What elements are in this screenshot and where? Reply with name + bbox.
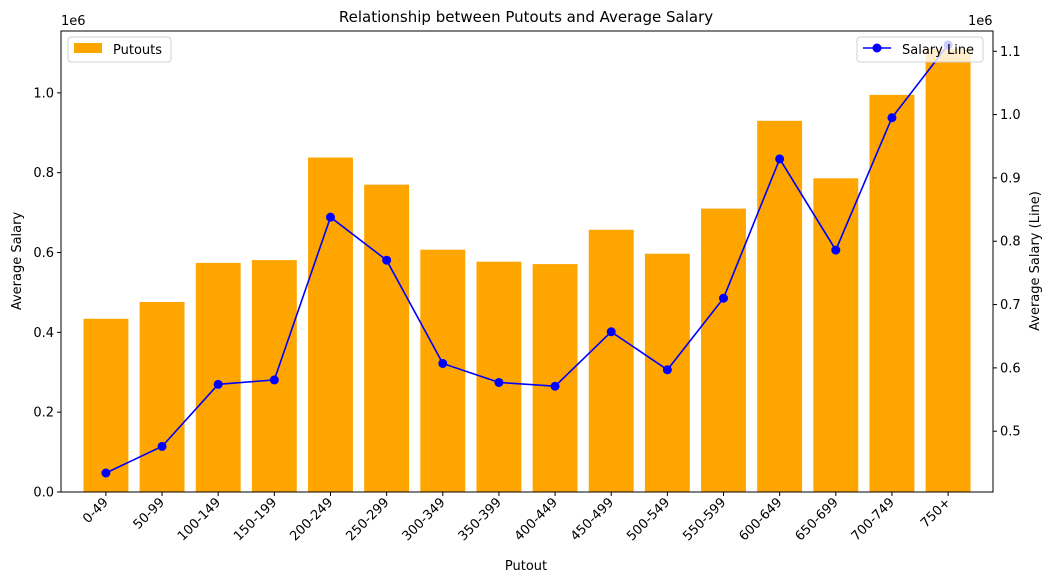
bar-750+ [925,48,971,493]
salary-point-250-299 [382,255,392,265]
bar-650-699 [813,178,859,492]
y2-axis-ticks: 0.5 0.6 0.7 0.8 0.9 1.0 1.1 [993,45,1021,440]
salary-point-450-499 [606,327,616,337]
x-tick-label: 50-99 [131,495,168,532]
salary-point-600-649 [775,154,785,164]
salary-point-500-549 [662,365,672,375]
legend-right: Salary Line [856,36,984,63]
legend-putouts-swatch [74,43,102,53]
salary-point-650-699 [831,245,841,255]
y2-tick-label: 0.9 [1000,171,1021,186]
y-axis-ticks: 0.0 0.2 0.4 0.6 0.8 1.0 [33,86,61,501]
x-tick-label: 250-299 [343,495,392,544]
salary-point-400-449 [550,381,560,391]
bar-400-449 [532,264,578,492]
salary-point-100-149 [213,379,223,389]
y-tick-label: 0.0 [33,486,54,501]
x-axis-title: Putout [505,559,547,574]
y2-tick-label: 1.0 [1000,108,1021,123]
bar-550-599 [701,208,746,492]
salary-point-0-49 [101,468,111,478]
x-tick-label: 600-649 [736,495,785,544]
y2-tick-label: 0.6 [1000,361,1021,376]
legend-left: Putouts [67,36,172,63]
salary-point-350-399 [494,377,504,387]
salary-point-50-99 [157,441,167,451]
y2-tick-label: 0.5 [1000,425,1021,440]
y2-tick-label: 0.7 [1000,298,1021,313]
y-offset-label: 1e6 [61,14,86,29]
salary-point-150-199 [269,375,279,385]
bar-series [83,48,971,493]
y2-tick-label: 1.1 [1000,45,1021,60]
y-axis-title: Average Salary [10,212,25,311]
bar-600-649 [757,120,803,493]
x-tick-label: 300-349 [400,495,449,544]
x-tick-label: 650-699 [793,495,842,544]
x-tick-label: 100-149 [175,495,224,544]
y-tick-label: 0.6 [33,246,54,261]
salary-point-300-349 [438,358,448,368]
x-tick-label: 350-399 [456,495,505,544]
legend-right-box [856,36,984,63]
x-tick-label: 500-549 [624,495,673,544]
x-tick-label: 550-599 [680,495,729,544]
x-tick-label: 700-749 [849,495,898,544]
salary-point-700-749 [887,113,897,123]
salary-line [105,44,949,474]
salary-point-200-249 [325,212,335,222]
legend-salary-marker [872,43,882,53]
legend-salary-label: Salary Line [902,43,974,58]
chart-title: Relationship between Putouts and Average… [339,8,713,26]
x-tick-label: 200-249 [287,495,336,544]
salary-point-550-599 [719,293,729,303]
y2-tick-label: 0.8 [1000,235,1021,250]
y-tick-label: 0.2 [33,406,54,421]
bar-0-49 [83,318,129,492]
y-tick-label: 1.0 [33,86,54,101]
bar-250-299 [364,184,410,492]
y2-axis-title: Average Salary (Line) [1028,191,1043,331]
x-tick-label: 150-199 [231,495,280,544]
bar-700-749 [869,94,915,492]
x-axis-ticks: 0-49 50-99 100-149 150-199 200-249 250-299 300… [80,492,954,544]
y-tick-label: 0.8 [33,166,54,181]
x-tick-label: 450-499 [568,495,617,544]
x-tick-label: 400-449 [512,495,561,544]
x-tick-label: 750+ [918,495,954,531]
bar-200-249 [308,157,353,492]
y2-offset-label: 1e6 [968,14,993,29]
bar-300-349 [420,249,466,492]
bar-50-99 [139,302,185,492]
legend-putouts-label: Putouts [113,43,162,58]
plot-frame [60,30,994,493]
y-tick-label: 0.4 [33,326,54,341]
bar-100-149 [195,262,241,492]
x-tick-label: 0-49 [80,495,111,526]
bar-450-499 [588,229,634,492]
